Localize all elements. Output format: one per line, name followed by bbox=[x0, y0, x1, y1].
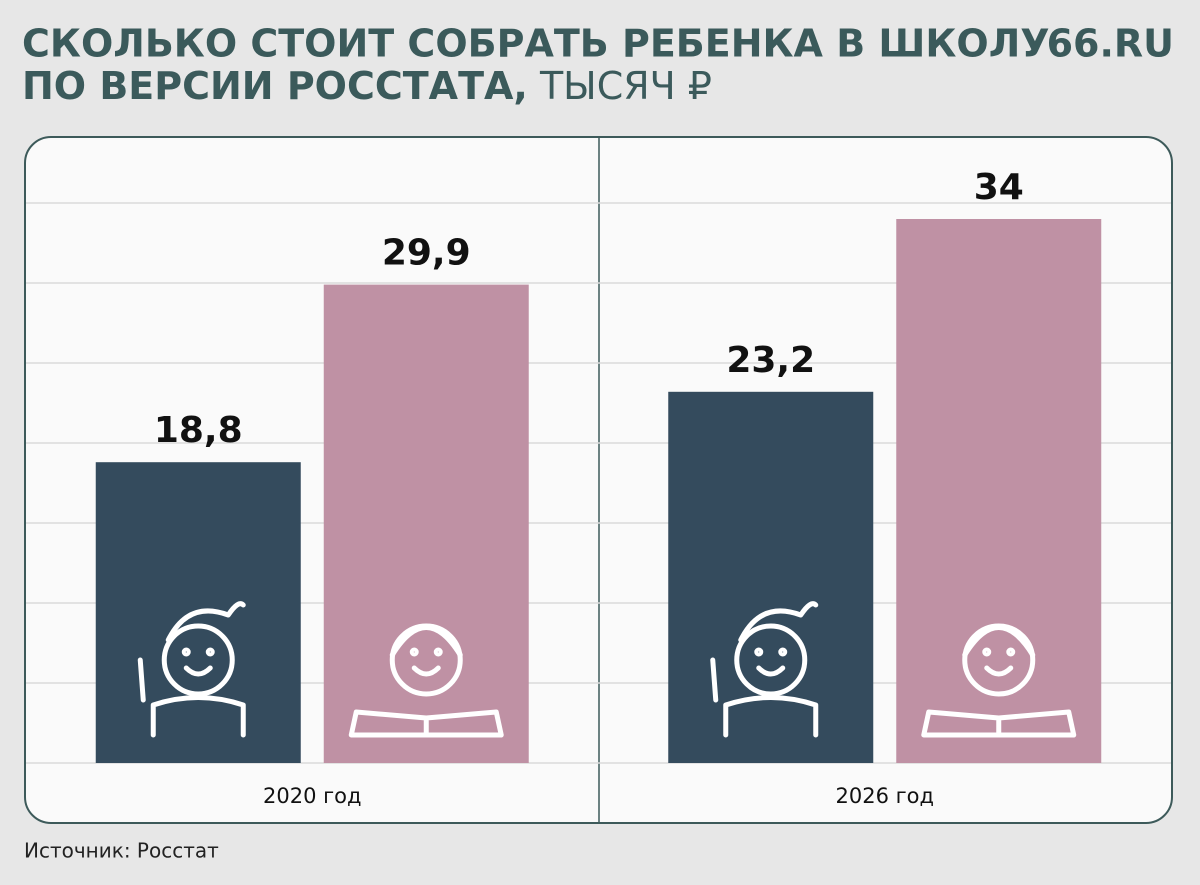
bar bbox=[896, 219, 1102, 763]
icon-eye bbox=[433, 647, 443, 657]
data-label: 23,2 bbox=[726, 340, 815, 381]
icon-smile bbox=[984, 665, 1014, 677]
icon-hair bbox=[962, 625, 1036, 658]
icon bbox=[137, 601, 246, 738]
bar bbox=[323, 284, 529, 763]
x-tick-label: 2020 год bbox=[263, 784, 362, 808]
icon bbox=[921, 623, 1077, 738]
icon-smile bbox=[756, 665, 786, 677]
icon-eye bbox=[181, 647, 191, 657]
source: Источник: Росстат bbox=[24, 839, 219, 863]
data-label: 29,9 bbox=[382, 233, 471, 274]
chart-title-part: ПО ВЕРСИИ РОССТАТА, bbox=[22, 64, 528, 108]
brand: 66.RU bbox=[1047, 22, 1174, 66]
icon-eye bbox=[1006, 647, 1016, 657]
icon-head bbox=[734, 623, 808, 697]
icon-eye bbox=[778, 647, 788, 657]
icon-body bbox=[710, 657, 819, 738]
plot: 2020 год 18,8 29,9 2026 год 23,2 34 bbox=[26, 167, 1171, 808]
data-label: 34 bbox=[974, 167, 1024, 208]
icon-hair bbox=[165, 601, 246, 643]
chart-title-line: ПО ВЕРСИИ РОССТАТА, ТЫСЯЧ ₽ bbox=[22, 64, 712, 108]
icon bbox=[348, 623, 504, 738]
icon-hair bbox=[738, 601, 819, 643]
bar bbox=[668, 391, 874, 763]
chart-title: СКОЛЬКО СТОИТ СОБРАТЬ РЕБЕНКА В ШКОЛУ bbox=[22, 22, 1050, 66]
icon-head bbox=[161, 623, 235, 697]
icon bbox=[710, 601, 819, 738]
data-label: 18,8 bbox=[154, 410, 243, 451]
icon-eye bbox=[754, 647, 764, 657]
icon-book bbox=[348, 709, 504, 738]
icon-smile bbox=[411, 665, 441, 677]
icon-eye bbox=[982, 647, 992, 657]
icon-hair bbox=[389, 625, 463, 658]
icon-smile bbox=[183, 665, 213, 677]
unit: ТЫСЯЧ ₽ bbox=[539, 64, 712, 108]
icon-eye bbox=[205, 647, 215, 657]
x-tick-label: 2026 год bbox=[835, 784, 934, 808]
icon-book bbox=[921, 709, 1077, 738]
icon-body bbox=[137, 657, 246, 738]
icon-eye bbox=[409, 647, 419, 657]
